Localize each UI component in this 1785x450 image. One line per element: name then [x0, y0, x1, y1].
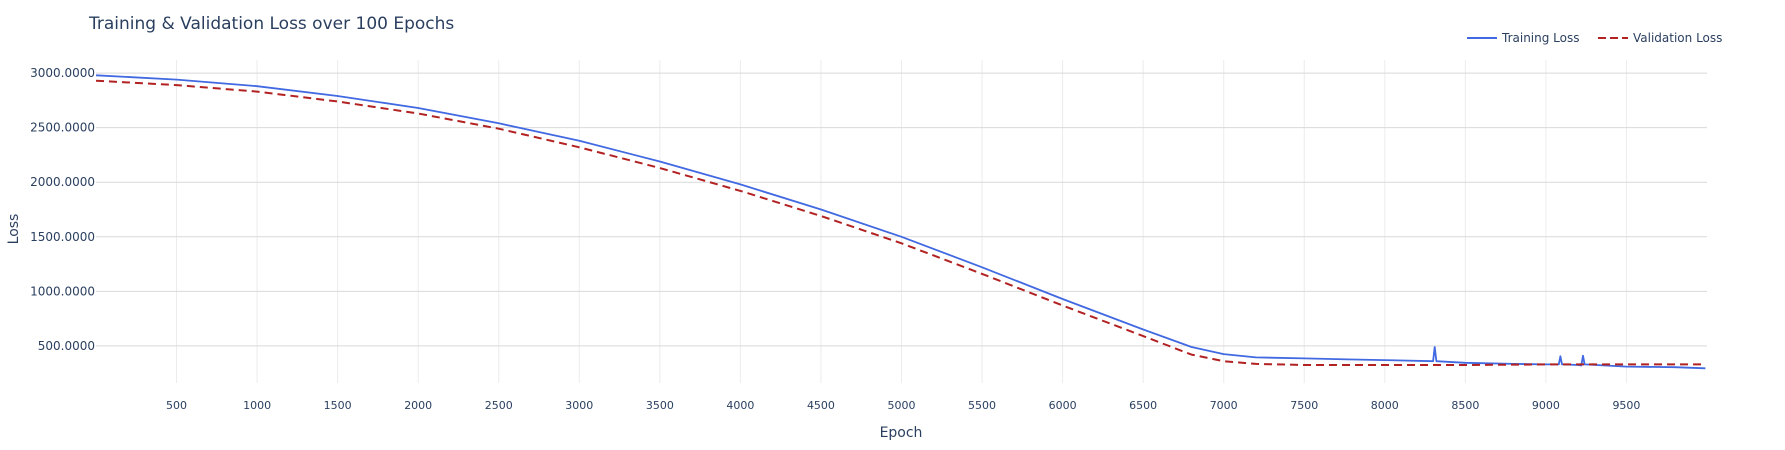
- y-axis-title: Loss: [6, 214, 22, 245]
- x-tick-label: 9500: [1612, 399, 1640, 412]
- series-layer: [95, 74, 1706, 370]
- x-tick-label: 7500: [1290, 399, 1318, 412]
- x-tick-label: 1500: [324, 399, 352, 412]
- chart-title: Training & Validation Loss over 100 Epoc…: [88, 14, 454, 34]
- x-tick-label: 2000: [404, 399, 432, 412]
- legend-label-training-loss: Training Loss: [1501, 31, 1579, 45]
- x-tick-label: 3500: [646, 399, 674, 412]
- x-axis-ticks: 500 1000 1500 2000 2500 3000 3500 4000 4500 5000 5…: [166, 399, 1640, 412]
- x-tick-label: 5500: [968, 399, 996, 412]
- y-tick-label: 3000.0000: [30, 66, 95, 80]
- series-line-validation-loss: [95, 79, 1706, 366]
- x-tick-label: 8500: [1451, 399, 1479, 412]
- x-tick-label: 6500: [1129, 399, 1157, 412]
- y-tick-label: 500.0000: [38, 339, 95, 353]
- x-tick-label: 1000: [243, 399, 271, 412]
- legend-label-validation-loss: Validation Loss: [1633, 31, 1722, 45]
- x-tick-label: 3000: [565, 399, 593, 412]
- y-axis-ticks: 500.0000 1000.0000 1500.0000 2000.0000 2500.…: [30, 66, 95, 353]
- y-tick-label: 2000.0000: [30, 175, 95, 189]
- x-tick-label: 9000: [1532, 399, 1560, 412]
- y-tick-label: 1500.0000: [30, 230, 95, 244]
- y-tick-label: 1000.0000: [30, 284, 95, 298]
- x-tick-label: 4000: [726, 399, 754, 412]
- x-tick-label: 6000: [1049, 399, 1077, 412]
- x-axis-title: Epoch: [880, 425, 923, 441]
- x-tick-label: 5000: [888, 399, 916, 412]
- x-tick-label: 2500: [485, 399, 513, 412]
- x-tick-label: 8000: [1371, 399, 1399, 412]
- x-tick-label: 7000: [1210, 399, 1238, 412]
- x-tick-label: 4500: [807, 399, 835, 412]
- y-tick-label: 2500.0000: [30, 121, 95, 135]
- grid-lines: [96, 60, 1707, 383]
- x-tick-label: 500: [166, 399, 187, 412]
- legend: Training Loss Validation Loss: [1467, 31, 1722, 45]
